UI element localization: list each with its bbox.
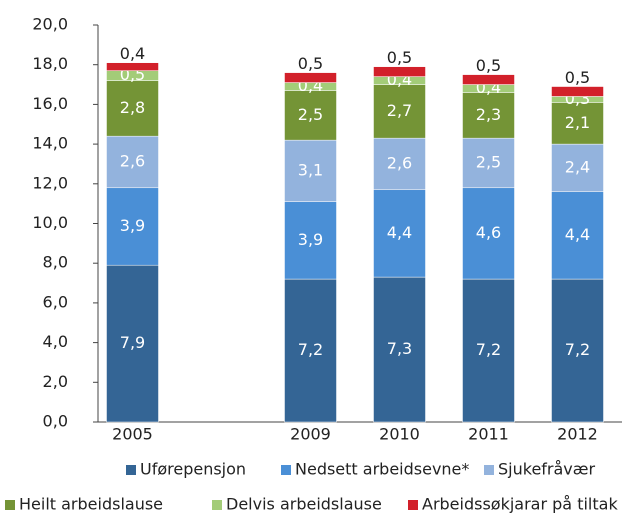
legend-label: Nedsett arbeidsevne* — [295, 460, 469, 479]
data-label: 2,6 — [387, 153, 412, 172]
data-label: 2,5 — [476, 152, 501, 171]
y-tick-label: 16,0 — [32, 94, 68, 113]
data-label: 2,1 — [565, 113, 590, 132]
legend-swatch — [408, 500, 418, 510]
bar-segment — [462, 74, 515, 85]
legend-label: Sjukefråvær — [498, 460, 595, 479]
data-label: 7,2 — [476, 340, 501, 359]
data-label: 7,2 — [565, 340, 590, 359]
bar-segment — [106, 187, 159, 266]
data-label: 2,5 — [298, 105, 323, 124]
data-label: 2,4 — [565, 157, 590, 176]
data-label: 4,6 — [476, 223, 501, 242]
bar-segment — [106, 62, 159, 71]
x-tick-label: 2011 — [468, 425, 509, 444]
legend-label: Delvis arbeidslause — [226, 495, 382, 514]
data-label: 3,9 — [298, 230, 323, 249]
data-label: 3,1 — [298, 160, 323, 179]
data-label: 0,5 — [565, 68, 590, 87]
legend-label: Arbeidssøkjarar på tiltak — [422, 495, 618, 514]
y-tick-label: 10,0 — [32, 213, 68, 232]
bar-segment — [106, 264, 159, 423]
bar-segment — [551, 86, 604, 97]
bar-segment — [551, 102, 604, 145]
data-label: 2,3 — [476, 105, 501, 124]
legend-swatch — [5, 500, 15, 510]
y-tick-label: 12,0 — [32, 173, 68, 192]
data-label: 0,5 — [298, 54, 323, 73]
legend-swatch — [281, 465, 291, 475]
data-label: 7,3 — [387, 339, 412, 358]
bar-segment — [551, 143, 604, 192]
x-tick-label: 2009 — [290, 425, 331, 444]
y-tick-label: 0,0 — [43, 412, 68, 431]
bar-segment — [106, 135, 159, 189]
data-label: 3,9 — [120, 216, 145, 235]
bar-segment — [373, 276, 426, 423]
y-tick-label: 8,0 — [43, 253, 68, 272]
legend-label: Heilt arbeidslause — [19, 495, 163, 514]
data-label: 2,8 — [120, 98, 145, 117]
data-label: 2,7 — [387, 101, 412, 120]
bar-segment — [373, 137, 426, 191]
legend-swatch — [484, 465, 494, 475]
bar-segment — [284, 201, 337, 280]
y-tick-label: 18,0 — [32, 54, 68, 73]
y-tick-label: 6,0 — [43, 292, 68, 311]
bar-segment — [284, 72, 337, 83]
data-label: 2,6 — [120, 151, 145, 170]
data-label: 0,5 — [387, 48, 412, 67]
data-label: 7,9 — [120, 333, 145, 352]
legend-swatch — [126, 465, 136, 475]
data-label: 4,4 — [565, 225, 590, 244]
legend-label: Uførepensjon — [140, 460, 246, 479]
data-label: 4,4 — [387, 223, 412, 242]
bar-segment — [284, 139, 337, 202]
x-tick-label: 2005 — [112, 425, 153, 444]
y-tick-label: 20,0 — [32, 15, 68, 34]
bar-segment — [284, 278, 337, 423]
legend-swatch — [212, 500, 222, 510]
bar-segment — [462, 187, 515, 280]
bar-segment — [106, 80, 159, 137]
x-tick-label: 2010 — [379, 425, 420, 444]
bar-segment — [373, 189, 426, 278]
y-tick-label: 4,0 — [43, 332, 68, 351]
data-label: 0,4 — [120, 44, 145, 63]
bar-segment — [551, 278, 604, 423]
y-tick-label: 2,0 — [43, 372, 68, 391]
bar-segment — [373, 66, 426, 77]
bar-segment — [551, 191, 604, 280]
x-tick-label: 2012 — [557, 425, 598, 444]
y-tick-label: 14,0 — [32, 134, 68, 153]
data-label: 7,2 — [298, 340, 323, 359]
data-label: 0,5 — [476, 56, 501, 75]
bar-segment — [462, 278, 515, 423]
